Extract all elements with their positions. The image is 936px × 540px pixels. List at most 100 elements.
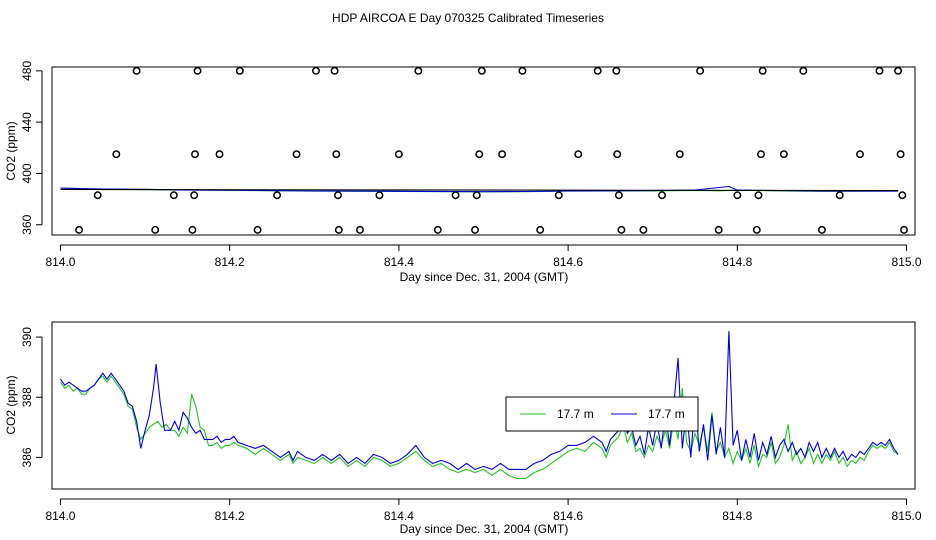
- scatter-point: [714, 225, 723, 234]
- scatter-point: [191, 150, 199, 159]
- scatter-point: [215, 150, 224, 159]
- line-x-tick-label: 814.4: [384, 509, 414, 523]
- scatter-point: [356, 225, 364, 234]
- scatter-point: [536, 225, 545, 234]
- scatter-point: [451, 191, 460, 200]
- scatter-point: [900, 225, 908, 234]
- scatter-point: [593, 66, 602, 75]
- scatter-point: [312, 66, 320, 75]
- line-series-line-1: [60, 330, 899, 471]
- scatter-point: [394, 150, 403, 159]
- scatter-point: [193, 66, 202, 75]
- scatter-x-tick-label: 815.0: [892, 255, 922, 269]
- scatter-point: [292, 150, 301, 159]
- scatter-x-tick-label: 814.0: [45, 255, 75, 269]
- line-x-axis-label: Day since Dec. 31, 2004 (GMT): [400, 522, 569, 536]
- scatter-point: [334, 191, 342, 200]
- line-y-tick-label: 390: [20, 327, 34, 347]
- legend: 17.7 m 17.7 m: [505, 396, 699, 432]
- scatter-y-tick-label: 400: [20, 163, 34, 183]
- scatter-point: [617, 225, 626, 234]
- line-x-tick-label: 814.8: [722, 509, 752, 523]
- scatter-x-tick-label: 814.8: [722, 255, 752, 269]
- scatter-point: [779, 150, 788, 159]
- scatter-point: [614, 191, 623, 200]
- line-plot-frame: [51, 321, 916, 490]
- scatter-x-axis-label: Day since Dec. 31, 2004 (GMT): [400, 270, 569, 284]
- legend-label-blue: 17.7 m: [648, 407, 685, 421]
- scatter-point: [835, 191, 844, 200]
- scatter-y-tick-label: 440: [20, 112, 34, 132]
- line-panel: 814.0 814.2 814.4 814.6 814.8 815.0 386 388 390…: [4, 321, 922, 536]
- scatter-point: [856, 150, 864, 159]
- scatter-point: [894, 66, 903, 75]
- scatter-series-line-2: [60, 188, 899, 192]
- scatter-point: [433, 225, 442, 234]
- scatter-point: [477, 66, 486, 75]
- scatter-point: [273, 191, 282, 200]
- scatter-point: [472, 191, 481, 200]
- line-x-tick-label: 815.0: [892, 509, 922, 523]
- scatter-point: [817, 225, 826, 234]
- scatter-point: [675, 150, 684, 159]
- scatter-point: [375, 191, 384, 200]
- scatter-point: [414, 66, 423, 75]
- scatter-point: [253, 225, 262, 234]
- scatter-point: [235, 66, 244, 75]
- scatter-point: [75, 225, 84, 234]
- scatter-point: [93, 191, 102, 200]
- line-series: [60, 330, 899, 480]
- scatter-point: [471, 225, 479, 234]
- scatter-point: [896, 150, 905, 159]
- scatter-point: [613, 150, 622, 159]
- scatter-series-lines: [60, 185, 899, 193]
- line-y-tick-label: 386: [20, 447, 34, 467]
- scatter-point: [574, 150, 583, 159]
- scatter-panel: 814.0 814.2 814.4 814.6 814.8 815.0 360 400 440…: [4, 61, 922, 284]
- scatter-y-axis-label: CO2 (ppm): [4, 121, 18, 180]
- scatter-point: [330, 66, 339, 75]
- legend-label-green: 17.7 m: [557, 407, 594, 421]
- line-y-axis-label: CO2 (ppm): [4, 375, 18, 434]
- scatter-point: [799, 66, 808, 75]
- scatter-point: [518, 66, 527, 75]
- scatter-point: [612, 66, 621, 75]
- line-x-tick-label: 814.0: [45, 509, 75, 523]
- scatter-y-tick-label: 480: [20, 61, 34, 81]
- scatter-point: [132, 66, 141, 75]
- scatter-point: [112, 150, 121, 159]
- scatter-y-tick-label: 360: [20, 214, 34, 234]
- scatter-point: [475, 150, 484, 159]
- scatter-point: [188, 225, 197, 234]
- scatter-x-tick-label: 814.4: [384, 255, 414, 269]
- line-y-axis: 386 388 390: [20, 327, 43, 467]
- line-x-tick-label: 814.2: [215, 509, 245, 523]
- scatter-x-tick-label: 814.2: [215, 255, 245, 269]
- scatter-point: [898, 191, 907, 200]
- scatter-plot-frame: [51, 66, 916, 236]
- scatter-point: [757, 150, 765, 159]
- scatter-x-axis: 814.0 814.2 814.4 814.6 814.8 815.0: [45, 244, 922, 269]
- scatter-point: [733, 191, 742, 200]
- scatter-point: [875, 66, 884, 75]
- scatter-point: [554, 191, 563, 200]
- scatter-points: [75, 66, 908, 234]
- figure-title: HDP AIRCOA E Day 070325 Calibrated Times…: [332, 11, 604, 25]
- scatter-point: [190, 191, 199, 200]
- scatter-point: [498, 150, 507, 159]
- line-x-tick-label: 814.6: [553, 509, 583, 523]
- scatter-point: [752, 225, 761, 234]
- scatter-point: [696, 66, 705, 75]
- line-series-line-0: [60, 375, 899, 480]
- scatter-point: [151, 225, 160, 234]
- scatter-point: [758, 66, 767, 75]
- scatter-point: [169, 191, 178, 200]
- scatter-point: [658, 191, 666, 200]
- scatter-point: [332, 150, 341, 159]
- scatter-point: [754, 191, 763, 200]
- scatter-y-axis: 360 400 440 480: [20, 61, 43, 235]
- scatter-point: [334, 225, 343, 234]
- scatter-point: [639, 225, 648, 234]
- line-x-axis: 814.0 814.2 814.4 814.6 814.8 815.0: [45, 498, 922, 523]
